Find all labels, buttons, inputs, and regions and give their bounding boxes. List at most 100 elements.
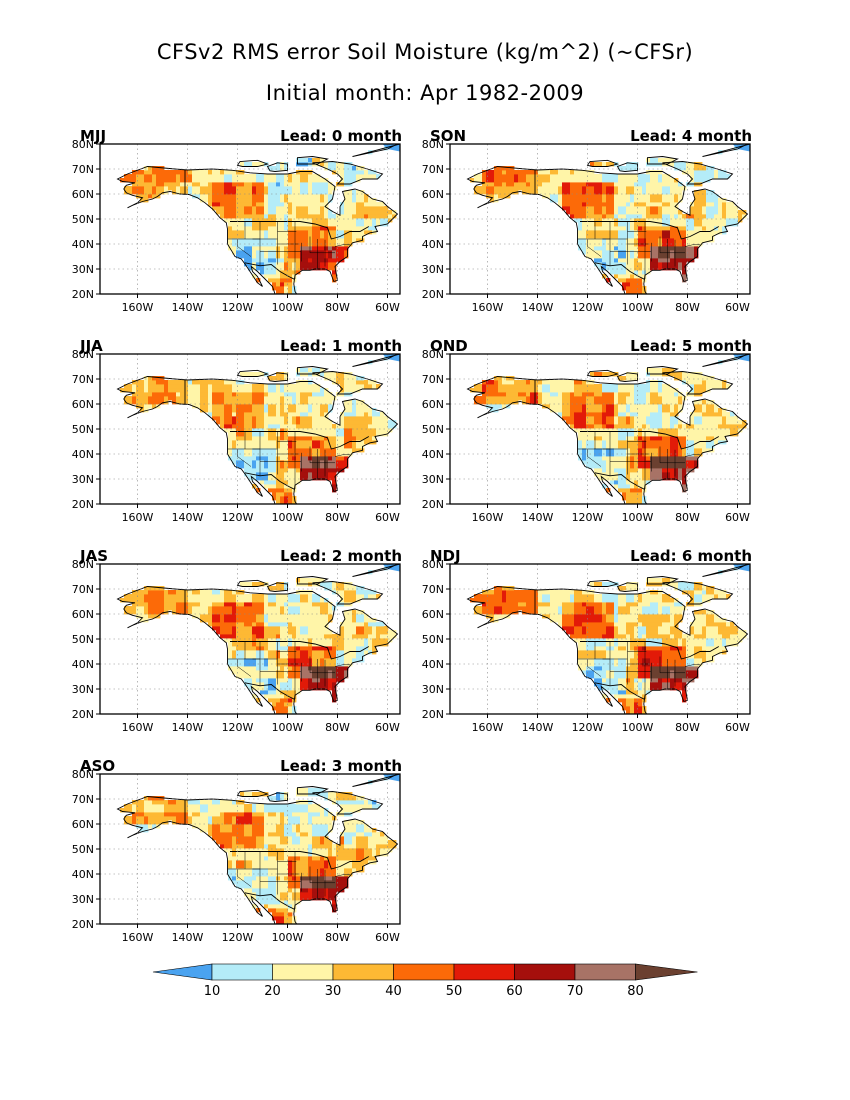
lat-tick-label: 30N bbox=[422, 683, 444, 696]
greenland-patch bbox=[382, 144, 400, 152]
gridlines bbox=[450, 564, 750, 714]
lat-tick-label: 40N bbox=[72, 658, 94, 671]
colorbar-arrow-high bbox=[635, 963, 698, 981]
coastlines bbox=[116, 774, 400, 924]
map-panel-jas: JAS Lead: 2 month 80N 70N 60N 50N 40N 30N 20N 160… bbox=[42, 547, 402, 747]
lat-tick-label: 20N bbox=[422, 498, 444, 511]
lat-tick-label: 60N bbox=[422, 608, 444, 621]
lon-tick-label: 100W bbox=[272, 301, 304, 314]
panel-lead-label: Lead: 6 month bbox=[630, 547, 752, 565]
colorbar-label: 80 bbox=[627, 984, 644, 999]
lat-tick-label: 40N bbox=[422, 448, 444, 461]
colorbar-segment bbox=[574, 963, 636, 981]
lat-tick-label: 70N bbox=[422, 163, 444, 176]
lat-tick-label: 60N bbox=[72, 188, 94, 201]
rms-field bbox=[470, 564, 750, 714]
colorbar-label: 40 bbox=[385, 984, 402, 999]
lon-tick-label: 160W bbox=[472, 721, 504, 734]
map-panel-mjj: MJJ Lead: 0 month 80N 70N 60N 50N 40N 30N 20N 160… bbox=[42, 127, 402, 327]
panel-lead-label: Lead: 0 month bbox=[280, 127, 402, 145]
map-panel-ond: OND Lead: 5 month 80N 70N 60N 50N 40N 30N 20N 160… bbox=[392, 337, 752, 537]
lat-tick-label: 60N bbox=[422, 398, 444, 411]
lon-tick-label: 100W bbox=[272, 931, 304, 944]
lat-tick-label: 50N bbox=[422, 423, 444, 436]
lat-tick-label: 80N bbox=[72, 558, 94, 571]
lon-tick-label: 160W bbox=[472, 511, 504, 524]
soil-moisture-map: 80N 70N 60N 50N 40N 30N 20N 160W 140W 120W 100W 80W… bbox=[72, 138, 401, 314]
lat-tick-label: 50N bbox=[72, 213, 94, 226]
lon-tick-label: 80W bbox=[675, 721, 700, 734]
lon-tick-label: 100W bbox=[622, 721, 654, 734]
lon-tick-label: 60W bbox=[375, 931, 400, 944]
lat-tick-label: 40N bbox=[422, 658, 444, 671]
lat-tick-label: 50N bbox=[422, 213, 444, 226]
greenland-patch bbox=[382, 564, 400, 572]
gridlines bbox=[100, 774, 400, 924]
colorbar-segment bbox=[211, 963, 273, 981]
colorbar-label: 70 bbox=[567, 984, 584, 999]
map-panel-son: SON Lead: 4 month 80N 70N 60N 50N 40N 30N 20N 160… bbox=[392, 127, 752, 327]
map-panel-aso: ASO Lead: 3 month 80N 70N 60N 50N 40N 30N 20N 160… bbox=[42, 757, 402, 957]
lat-tick-label: 20N bbox=[422, 288, 444, 301]
panel-season-label: JJA bbox=[80, 337, 103, 355]
soil-moisture-map: 80N 70N 60N 50N 40N 30N 20N 160W 140W 120W 100W 80W… bbox=[72, 348, 401, 524]
panel-season-label: JAS bbox=[80, 547, 108, 565]
lat-tick-label: 50N bbox=[72, 423, 94, 436]
lon-tick-label: 100W bbox=[272, 511, 304, 524]
lon-tick-label: 160W bbox=[472, 301, 504, 314]
lon-tick-label: 100W bbox=[622, 301, 654, 314]
lon-tick-label: 60W bbox=[725, 511, 750, 524]
lon-tick-label: 60W bbox=[725, 301, 750, 314]
lon-tick-label: 80W bbox=[325, 511, 350, 524]
lon-tick-label: 60W bbox=[725, 721, 750, 734]
lon-tick-label: 160W bbox=[122, 931, 154, 944]
panel-lead-label: Lead: 3 month bbox=[280, 757, 402, 775]
soil-moisture-map: 80N 70N 60N 50N 40N 30N 20N 160W 140W 120W 100W 80W… bbox=[422, 348, 751, 524]
lat-tick-label: 70N bbox=[72, 373, 94, 386]
lon-tick-label: 80W bbox=[325, 301, 350, 314]
panel-season-label: NDJ bbox=[430, 547, 461, 565]
lon-tick-label: 120W bbox=[572, 511, 604, 524]
soil-moisture-map: 80N 70N 60N 50N 40N 30N 20N 160W 140W 120W 100W 80W… bbox=[72, 768, 401, 944]
colorbar-label: 50 bbox=[446, 984, 463, 999]
lat-tick-label: 20N bbox=[72, 708, 94, 721]
panel-season-label: MJJ bbox=[80, 127, 107, 145]
lat-tick-label: 80N bbox=[422, 558, 444, 571]
lon-tick-label: 120W bbox=[572, 301, 604, 314]
lat-tick-label: 80N bbox=[422, 138, 444, 151]
lat-tick-label: 50N bbox=[72, 633, 94, 646]
lat-tick-label: 40N bbox=[72, 448, 94, 461]
lon-tick-label: 60W bbox=[375, 721, 400, 734]
lon-tick-label: 160W bbox=[122, 721, 154, 734]
lat-tick-label: 70N bbox=[72, 793, 94, 806]
colorbar-label: 20 bbox=[264, 984, 281, 999]
figure-subtitle: Initial month: Apr 1982-2009 bbox=[265, 81, 585, 105]
lat-tick-label: 80N bbox=[72, 348, 94, 361]
lat-tick-label: 80N bbox=[72, 768, 94, 781]
greenland-patch bbox=[732, 564, 750, 572]
rms-field bbox=[470, 354, 750, 504]
gridlines bbox=[100, 144, 400, 294]
soil-moisture-map: 80N 70N 60N 50N 40N 30N 20N 160W 140W 120W 100W 80W… bbox=[422, 558, 751, 734]
lat-tick-label: 40N bbox=[72, 238, 94, 251]
panel-season-label: OND bbox=[430, 337, 468, 355]
lat-tick-label: 40N bbox=[72, 868, 94, 881]
lat-tick-label: 70N bbox=[72, 583, 94, 596]
colorbar-segment bbox=[272, 963, 334, 981]
soil-moisture-map: 80N 70N 60N 50N 40N 30N 20N 160W 140W 120W 100W 80W… bbox=[422, 138, 751, 314]
lon-tick-label: 120W bbox=[222, 511, 254, 524]
gridlines bbox=[450, 144, 750, 294]
greenland-patch bbox=[732, 354, 750, 362]
lat-tick-label: 50N bbox=[72, 843, 94, 856]
colorbar: 10 20 30 40 50 60 70 80 bbox=[152, 963, 698, 999]
lon-tick-label: 120W bbox=[222, 301, 254, 314]
lat-tick-label: 40N bbox=[422, 238, 444, 251]
lat-tick-label: 30N bbox=[72, 683, 94, 696]
lon-tick-label: 80W bbox=[675, 511, 700, 524]
colorbar-segment bbox=[514, 963, 576, 981]
lon-tick-label: 140W bbox=[172, 301, 204, 314]
lon-tick-label: 80W bbox=[325, 931, 350, 944]
lat-tick-label: 60N bbox=[72, 608, 94, 621]
colorbar-segment bbox=[393, 963, 455, 981]
lat-tick-label: 60N bbox=[72, 398, 94, 411]
